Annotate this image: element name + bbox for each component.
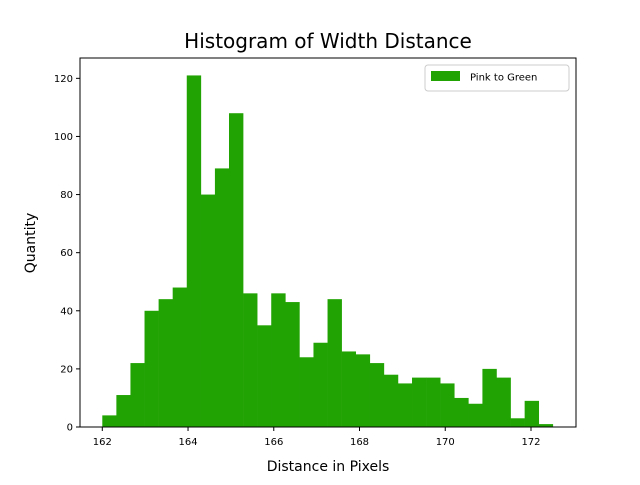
histogram-bar (524, 400, 540, 427)
x-axis-label: Distance in Pixels (267, 459, 390, 475)
y-tick-label: 40 (60, 306, 73, 317)
legend-box (424, 64, 570, 92)
histogram-bar (412, 377, 427, 427)
y-axis-label: Quantity (23, 213, 39, 274)
histogram-bar (383, 374, 399, 427)
histogram-bar (102, 415, 117, 427)
histogram-bar (426, 377, 441, 427)
y-tick-label: 60 (60, 248, 73, 259)
histogram-bar (538, 424, 554, 427)
x-tick-label: 168 (350, 437, 369, 448)
x-tick-label: 164 (178, 437, 197, 448)
histogram-bar (172, 287, 188, 427)
y-tick-label: 0 (67, 423, 73, 434)
legend: Pink to Green (424, 64, 570, 92)
y-tick-label: 120 (54, 74, 73, 85)
histogram-bar (228, 113, 244, 428)
x-axis-ticks: 162 164 166 168 170 172 (93, 427, 541, 448)
histogram-bar (285, 302, 300, 427)
legend-swatch (431, 71, 460, 81)
x-tick-label: 166 (264, 437, 283, 448)
histogram-bar (214, 168, 230, 427)
histogram-bar (496, 377, 511, 427)
histogram-bar (257, 325, 272, 427)
histogram-bar (313, 342, 328, 427)
histogram-bar (440, 383, 455, 427)
histogram-bar (200, 194, 216, 427)
histogram-bar (158, 299, 173, 427)
histogram-bar (355, 354, 371, 427)
histogram-bar (116, 395, 131, 427)
histogram-bar (327, 299, 342, 427)
histogram-bar (468, 403, 483, 427)
x-tick-label: 162 (93, 437, 112, 448)
histogram-bar (130, 363, 145, 427)
histogram-bar (186, 75, 202, 427)
y-axis-ticks: 0 20 40 60 80 100 120 (54, 74, 80, 434)
x-tick-label: 172 (521, 437, 540, 448)
x-tick-label: 170 (436, 437, 455, 448)
chart-title: Histogram of Width Distance (184, 29, 472, 53)
plot-frame (79, 57, 577, 428)
histogram-bar (271, 293, 286, 427)
y-tick-label: 20 (60, 364, 73, 375)
histogram-bar (397, 383, 413, 427)
y-tick-label: 80 (60, 190, 73, 201)
histogram-bar (482, 368, 497, 427)
histogram-bar (454, 397, 469, 427)
histogram-bar (299, 357, 314, 427)
y-tick-label: 100 (54, 132, 73, 143)
histogram-bar (369, 363, 385, 427)
histogram-bar (243, 293, 258, 427)
bar-group (102, 75, 554, 428)
histogram-bar (144, 310, 159, 427)
histogram-bar (510, 418, 525, 427)
legend-label: Pink to Green (470, 73, 537, 84)
histogram-bar (341, 351, 357, 427)
